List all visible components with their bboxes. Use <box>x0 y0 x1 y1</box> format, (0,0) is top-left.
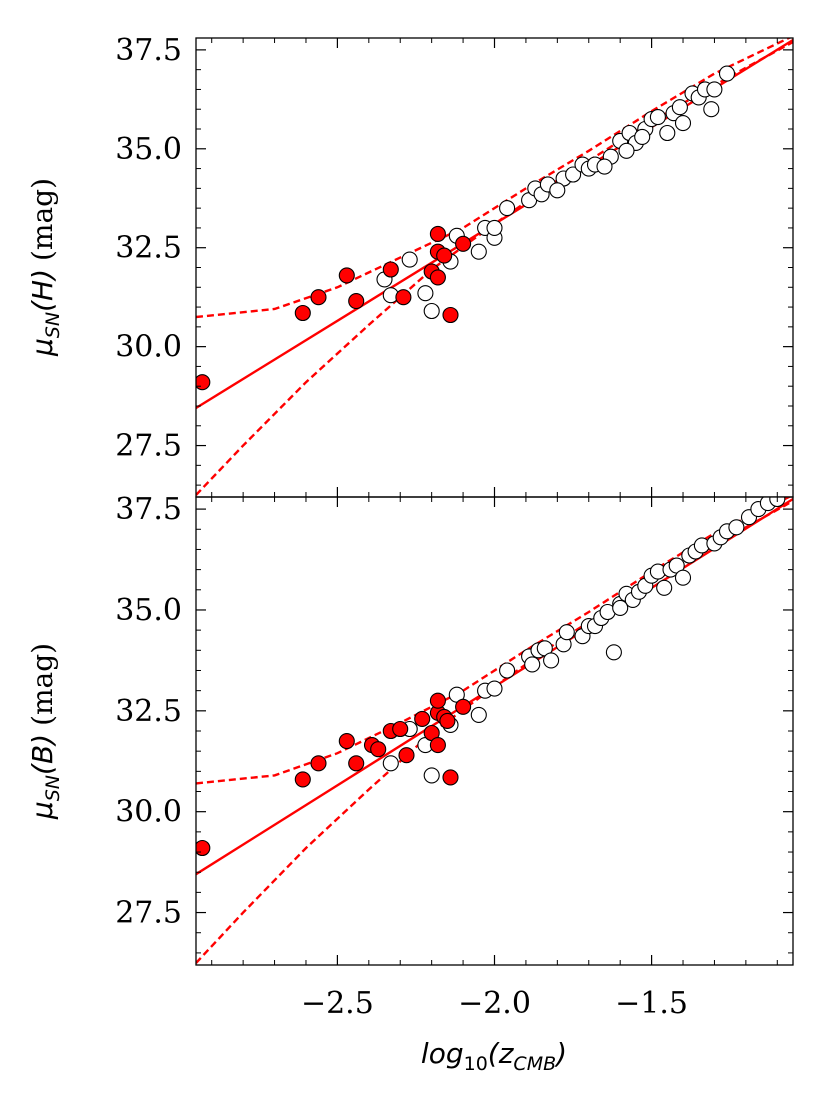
bottom-red-point-0 <box>196 839 211 857</box>
bottom-ytick-label-3: 35.0 <box>115 593 182 628</box>
bottom-red-point-4 <box>348 755 365 772</box>
bottom-red-point-9 <box>398 747 415 764</box>
top-open-point-28 <box>659 124 676 142</box>
top-open-point-4 <box>423 302 440 320</box>
top-panel: 27.5 30.0 32.5 35.0 37.5 μSN(H) (mag) <box>26 33 794 498</box>
top-red-point-4 <box>348 293 365 310</box>
top-open-point-39 <box>596 158 613 175</box>
top-ytick-label-0: 27.5 <box>115 429 182 464</box>
bottom-red-point-14 <box>429 737 446 754</box>
bottom-panel: 27.5 30.0 32.5 35.0 37.5 −2.5 −2.0 −1.5 μSN(B) (… <box>26 492 794 1075</box>
bottom-ytick-label-2: 32.5 <box>115 694 182 729</box>
top-ylabel-arg: (H) <box>26 269 59 312</box>
top-open-point-30 <box>671 99 688 116</box>
top-open-point-35 <box>703 101 720 118</box>
xlabel-log: log <box>421 1037 464 1070</box>
xlabel-close: ) <box>554 1037 567 1070</box>
top-ytick-label-2: 32.5 <box>115 231 182 266</box>
bottom-red-point-18 <box>455 698 472 715</box>
top-open-point-7 <box>470 243 487 260</box>
bottom-ytick-label-0: 27.5 <box>115 896 182 931</box>
bottom-xtick-label-0: −2.5 <box>301 986 374 1021</box>
bottom-panel-ticks: 27.5 30.0 32.5 35.0 37.5 −2.5 −2.0 −1.5 <box>115 492 793 1021</box>
top-red-point-11 <box>436 247 453 264</box>
top-ytick-label-4: 37.5 <box>115 33 182 68</box>
top-ylabel-symbol: μ <box>26 338 59 357</box>
bottom-red-point-8 <box>392 720 409 738</box>
top-open-point-40 <box>549 182 566 199</box>
bottom-xtick-label-1: −2.0 <box>458 986 531 1021</box>
top-open-point-37 <box>718 65 736 82</box>
bottom-ytick-label-4: 37.5 <box>115 492 182 527</box>
top-open-point-17 <box>565 166 582 183</box>
bottom-red-point-17 <box>442 769 459 786</box>
top-ytick-label-3: 35.0 <box>115 132 182 167</box>
top-open-point-2 <box>401 251 418 268</box>
top-open-point-3 <box>417 285 434 302</box>
bottom-open-point-0 <box>382 755 399 772</box>
top-open-point-36 <box>706 81 723 98</box>
bottom-open-point-14 <box>543 652 560 669</box>
bottom-red-point-13 <box>429 692 446 709</box>
bottom-open-point-16 <box>558 624 575 641</box>
bottom-open-point-6 <box>470 706 487 723</box>
top-red-point-13 <box>455 235 472 252</box>
bottom-open-point-8 <box>486 680 503 697</box>
xlabel-sub-cmb: CMB <box>513 1053 556 1075</box>
bottom-red-point-10 <box>414 710 431 727</box>
bottom-red-point-2 <box>310 755 327 772</box>
bottom-open-point-11 <box>524 656 541 673</box>
top-upper-dashed-curve <box>196 38 792 319</box>
top-open-point-10 <box>486 219 503 236</box>
bottom-ylabel-symbol: μ <box>26 801 59 820</box>
bottom-open-point-45 <box>612 599 629 616</box>
bottom-open-point-32 <box>674 569 692 586</box>
bottom-open-point-9 <box>499 662 516 679</box>
xlabel-sub-10: 10 <box>464 1053 488 1075</box>
bottom-ylabel-arg: (B) <box>26 734 59 775</box>
bottom-panel-ylabel: μSN(B) (mag) <box>26 643 64 820</box>
top-open-point-31 <box>674 115 692 132</box>
top-ytick-label-1: 30.0 <box>115 330 182 365</box>
bottom-ylabel-unit: (mag) <box>26 643 59 726</box>
bottom-open-point-39 <box>728 519 745 536</box>
bottom-xtick-label-2: −1.5 <box>615 986 688 1021</box>
top-red-point-3 <box>338 267 355 284</box>
xlabel-z: (z <box>488 1037 515 1070</box>
top-open-point-11 <box>499 200 516 217</box>
top-red-point-6 <box>395 289 412 306</box>
top-panel-ylabel: μSN(H) (mag) <box>26 178 64 357</box>
top-open-point-38 <box>618 142 635 159</box>
top-red-point-5 <box>382 261 399 278</box>
top-panel-ticks: 27.5 30.0 32.5 35.0 37.5 <box>115 33 793 497</box>
x-axis-label: log10(zCMB) <box>421 1037 567 1075</box>
bottom-ylabel-sub: SN <box>42 775 64 801</box>
bottom-red-point-16 <box>439 712 456 729</box>
top-red-point-9 <box>429 225 446 242</box>
bottom-open-point-29 <box>656 579 673 596</box>
top-red-point-10 <box>429 269 446 286</box>
top-red-point-2 <box>310 289 327 306</box>
bottom-open-point-44 <box>605 644 622 661</box>
bottom-red-point-3 <box>338 733 355 750</box>
top-open-point-27 <box>649 109 666 126</box>
top-ylabel-sub: SN <box>42 312 64 338</box>
bottom-panel-marks <box>196 497 793 964</box>
top-panel-marks <box>196 38 793 496</box>
top-open-point-41 <box>634 128 651 145</box>
top-red-point-12 <box>442 306 459 324</box>
bottom-red-point-1 <box>294 771 311 788</box>
bottom-open-point-3 <box>423 767 440 784</box>
top-red-point-1 <box>294 304 311 322</box>
bottom-red-point-6 <box>370 741 387 758</box>
top-red-point-0 <box>196 374 211 391</box>
top-ylabel-unit: (mag) <box>26 178 59 261</box>
bottom-ytick-label-1: 30.0 <box>115 795 182 830</box>
